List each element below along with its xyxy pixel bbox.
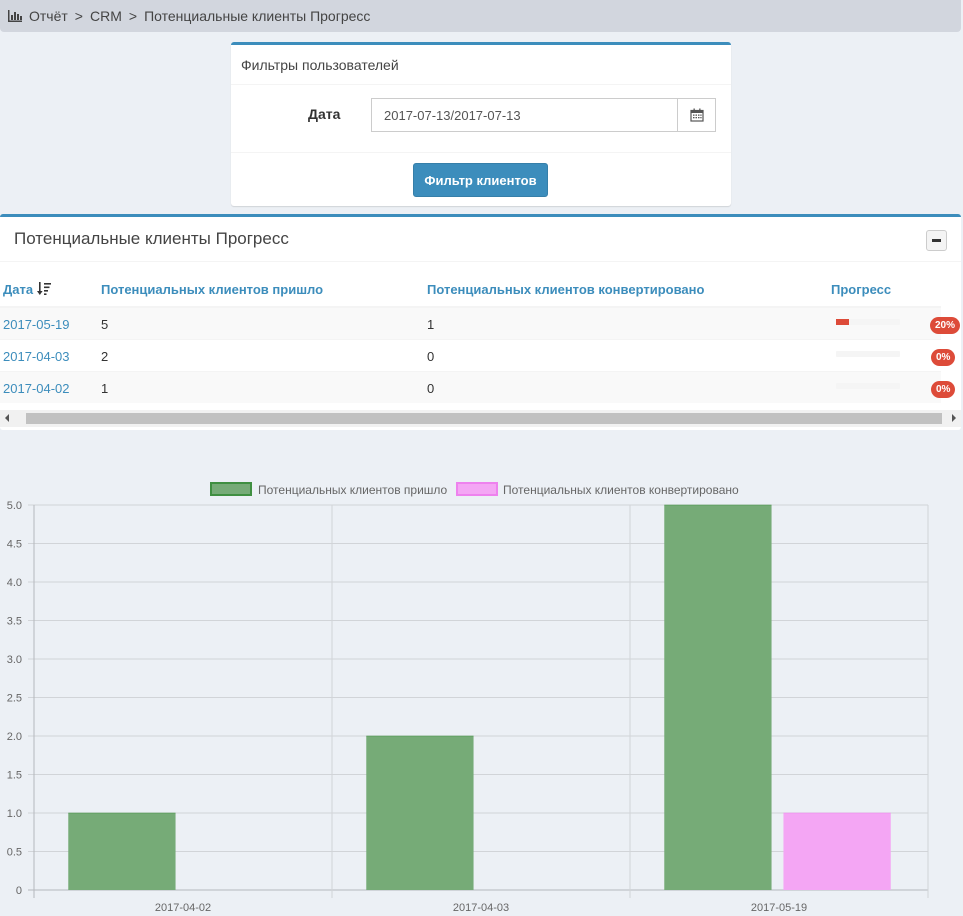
y-tick-label: 2.5 [7, 693, 22, 705]
table-row: 2017-05-19 5 1 20% [0, 307, 961, 339]
scroll-left-arrow-icon[interactable] [5, 414, 9, 422]
legend-label: Потенциальных клиентов конвертировано [503, 483, 739, 497]
breadcrumb-item-current: Потенциальные клиенты Прогресс [144, 8, 371, 24]
row-date-link[interactable]: 2017-04-03 [3, 349, 70, 364]
row-converted-value: 1 [427, 317, 435, 332]
legend-swatch [210, 482, 252, 496]
table-header: Дата Потенциальных клиентов пришло Потен… [0, 276, 941, 307]
y-tick-label: 4.0 [7, 577, 22, 589]
row-date-link[interactable]: 2017-05-19 [3, 317, 70, 332]
legend-swatch [456, 482, 498, 496]
scroll-right-arrow-icon[interactable] [952, 414, 956, 422]
chart-bar [68, 813, 176, 890]
y-tick-label: 1.0 [7, 808, 22, 820]
calendar-button[interactable] [677, 98, 716, 132]
row-converted-value: 0 [427, 381, 435, 396]
bar-chart-icon [8, 10, 22, 22]
legend-label: Потенциальных клиентов пришло [258, 483, 448, 497]
row-date-link[interactable]: 2017-04-02 [3, 381, 70, 396]
row-progress-badge: 0% [931, 349, 956, 366]
y-tick-label: 3.5 [7, 616, 22, 628]
row-came-value: 1 [101, 381, 109, 396]
filters-footer: Фильтр клиентов [231, 152, 731, 206]
row-converted-value: 0 [427, 349, 435, 364]
calendar-icon [689, 108, 704, 122]
chart-bar [664, 505, 772, 890]
column-header-came[interactable]: Потенциальных клиентов пришло [101, 282, 324, 297]
collapse-button[interactable] [926, 230, 947, 251]
y-tick-label: 2.0 [7, 731, 22, 743]
horizontal-scrollbar[interactable] [0, 410, 961, 427]
progress-panel-header: Потенциальные клиенты Прогресс [0, 217, 961, 262]
user-filters-panel: Фильтры пользователей Дата Фильтр клиент… [231, 42, 731, 206]
y-tick-label: 3.0 [7, 654, 22, 666]
y-tick-label: 4.5 [7, 539, 22, 551]
progress-table: Дата Потенциальных клиентов пришло Потен… [0, 276, 961, 403]
breadcrumb-item-report[interactable]: Отчёт [29, 8, 68, 24]
table-row: 2017-04-02 1 0 0% [0, 371, 956, 403]
chart-bar [366, 736, 474, 890]
date-label: Дата [308, 106, 341, 122]
row-progress-badge: 0% [931, 381, 956, 398]
x-tick-label: 2017-04-02 [155, 902, 211, 914]
y-tick-label: 0 [16, 885, 22, 897]
y-tick-label: 0.5 [7, 847, 22, 859]
minus-icon [932, 239, 941, 242]
progress-panel: Потенциальные клиенты Прогресс Дата Поте… [0, 214, 961, 430]
x-tick-label: 2017-04-03 [453, 902, 509, 914]
progress-bar-chart: 0 0.5 1.0 1.5 2.0 2.5 3.0 3.5 4.0 4.5 5.0 2017-04-0… [7, 482, 929, 914]
filter-clients-button[interactable]: Фильтр клиентов [413, 163, 548, 197]
breadcrumb: Отчёт > CRM > Потенциальные клиенты Прог… [0, 0, 961, 32]
chart-bar [783, 813, 891, 890]
column-header-date[interactable]: Дата [3, 282, 51, 297]
row-came-value: 2 [101, 349, 109, 364]
date-filter-row: Дата [231, 98, 731, 132]
breadcrumb-item-crm[interactable]: CRM [89, 8, 122, 24]
progress-panel-title: Потенциальные клиенты Прогресс [14, 229, 289, 248]
column-header-date-label: Дата [3, 282, 34, 297]
y-tick-label: 5.0 [7, 500, 22, 512]
row-progress-badge: 20% [930, 317, 961, 334]
column-header-progress[interactable]: Прогресс [831, 282, 892, 297]
row-progress-bar [836, 351, 900, 357]
sort-amount-desc-icon [36, 282, 51, 295]
scrollbar-thumb[interactable] [26, 413, 942, 424]
breadcrumb-separator: > [74, 8, 83, 24]
row-progress-bar [836, 319, 900, 325]
date-range-input[interactable] [371, 98, 678, 132]
row-progress-bar [836, 383, 900, 389]
y-tick-label: 1.5 [7, 770, 22, 782]
filters-title: Фильтры пользователей [231, 45, 731, 85]
row-progress-fill [836, 319, 849, 325]
column-header-converted[interactable]: Потенциальных клиентов конвертировано [427, 282, 705, 297]
breadcrumb-separator: > [128, 8, 138, 24]
x-tick-label: 2017-05-19 [751, 902, 807, 914]
row-came-value: 5 [101, 317, 109, 332]
table-row: 2017-04-03 2 0 0% [0, 339, 956, 371]
